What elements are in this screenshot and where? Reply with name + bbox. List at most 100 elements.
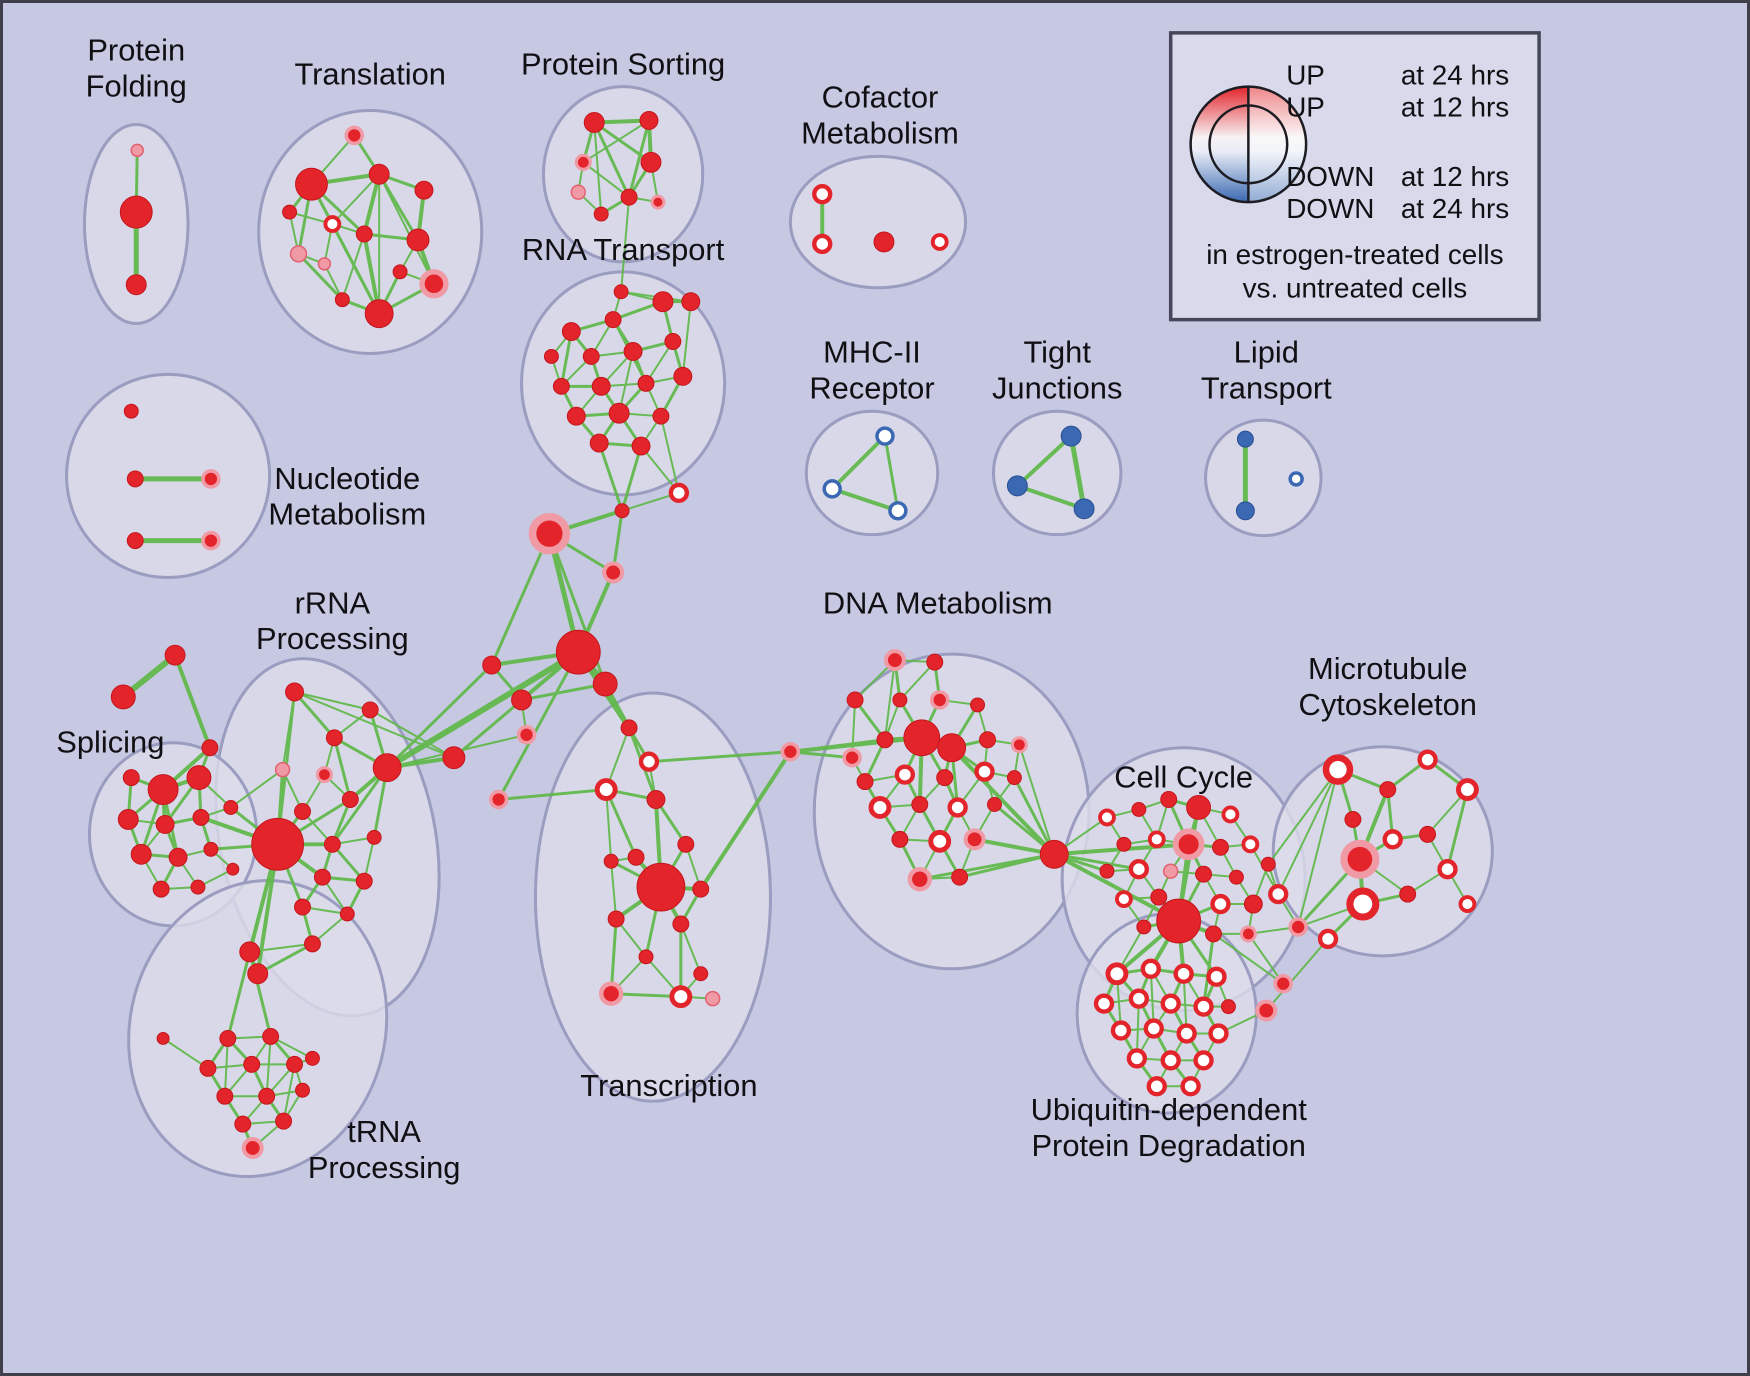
network-node xyxy=(511,689,533,711)
network-node xyxy=(168,847,188,867)
network-node xyxy=(1060,425,1082,447)
network-node xyxy=(1162,863,1179,879)
network-node xyxy=(1115,890,1133,908)
network-node xyxy=(1288,917,1308,937)
network-edge xyxy=(1445,788,1469,871)
cluster-label-trna-processing: tRNA Processing xyxy=(308,1114,461,1185)
network-node xyxy=(130,843,152,865)
network-node xyxy=(488,789,509,810)
network-node xyxy=(1186,795,1212,820)
legend-time-label: at 24 hrs xyxy=(1401,193,1509,224)
network-edge xyxy=(330,222,381,316)
network-node xyxy=(637,374,655,392)
network-edge xyxy=(1018,743,1056,856)
network-edge xyxy=(497,650,580,802)
network-edge xyxy=(330,766,389,846)
network-node xyxy=(295,167,328,201)
network-node xyxy=(598,981,624,1006)
network-node xyxy=(812,184,833,205)
network-edge xyxy=(620,196,631,293)
network-edge xyxy=(883,659,896,741)
network-node xyxy=(1437,859,1458,880)
network-node xyxy=(1173,963,1194,984)
network-node xyxy=(812,233,833,255)
network-node xyxy=(152,880,170,898)
network-node xyxy=(1010,736,1028,754)
cluster-lipid-transport xyxy=(1204,418,1323,538)
network-node xyxy=(192,808,210,826)
network-edge xyxy=(1068,433,1087,512)
network-node xyxy=(936,769,954,787)
network-edge xyxy=(1015,434,1074,488)
network-node xyxy=(1195,865,1213,883)
network-node xyxy=(355,225,373,243)
network-node xyxy=(1241,835,1260,854)
cluster-label-cell-cycle: Cell Cycle xyxy=(1114,760,1253,795)
network-node xyxy=(364,299,394,329)
network-edge xyxy=(592,120,653,164)
network-node xyxy=(1239,925,1257,943)
cluster-tight-junctions xyxy=(991,409,1123,537)
network-node xyxy=(372,753,402,783)
network-node xyxy=(247,963,269,985)
network-node xyxy=(646,790,666,809)
network-node xyxy=(155,814,175,834)
network-node xyxy=(325,729,343,747)
network-node xyxy=(677,835,695,853)
network-node xyxy=(406,228,430,252)
network-node xyxy=(1208,1023,1229,1044)
network-node xyxy=(620,719,638,737)
network-node xyxy=(639,111,659,130)
network-node xyxy=(970,697,986,713)
network-node xyxy=(323,835,341,853)
cluster-label-tight-junctions: Tight Junctions xyxy=(992,334,1122,405)
network-node xyxy=(623,342,643,361)
network-edge xyxy=(681,300,692,378)
network-node xyxy=(1160,993,1181,1014)
network-node xyxy=(979,731,996,749)
network-node xyxy=(442,746,466,770)
network-node xyxy=(201,469,221,489)
network-node xyxy=(119,195,153,229)
network-node xyxy=(1193,996,1214,1017)
network-node xyxy=(1039,839,1069,869)
network-node xyxy=(669,985,693,1009)
cluster-label-dna-metabolism: DNA Metabolism xyxy=(823,585,1053,620)
network-node xyxy=(911,796,929,813)
network-node xyxy=(1228,869,1244,885)
network-node xyxy=(130,143,144,158)
network-node xyxy=(1110,1020,1132,1041)
network-node xyxy=(594,778,618,801)
network-edge xyxy=(520,682,607,702)
network-node xyxy=(1128,988,1149,1009)
legend-layer: UP at 24 hrs UP at 12 hrs DOWN at 12 hrs DOWN a… xyxy=(1168,31,1541,322)
network-node xyxy=(963,828,986,851)
network-node xyxy=(672,915,690,933)
cluster-nucleotide-metabolism xyxy=(65,372,272,579)
network-node xyxy=(125,274,147,296)
network-node xyxy=(846,691,864,709)
legend-direction-label: UP xyxy=(1286,60,1325,91)
network-node xyxy=(201,739,219,757)
legend-time-label: at 12 hrs xyxy=(1401,161,1509,192)
network-node xyxy=(631,436,651,456)
legend-glyph-fade-half xyxy=(1248,86,1307,203)
network-edge xyxy=(898,661,936,701)
network-edge xyxy=(1015,483,1087,511)
network-node xyxy=(1131,802,1147,817)
network-node xyxy=(1260,856,1276,872)
network-node xyxy=(1093,993,1115,1014)
network-node xyxy=(275,1112,293,1130)
network-node xyxy=(1205,925,1222,943)
network-node xyxy=(892,692,908,708)
network-node xyxy=(1455,778,1479,801)
network-node xyxy=(294,898,311,916)
network-node xyxy=(126,532,144,550)
network-edge xyxy=(679,922,702,975)
network-edge xyxy=(293,690,372,711)
network-node xyxy=(1344,810,1362,828)
network-node xyxy=(341,791,359,808)
network-node xyxy=(604,311,622,329)
network-node xyxy=(1273,973,1293,994)
